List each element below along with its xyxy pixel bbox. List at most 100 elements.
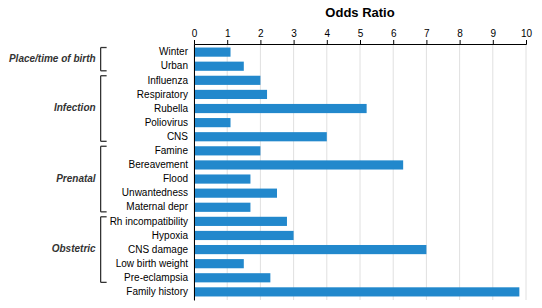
x-tick: 2 bbox=[258, 28, 264, 44]
x-tick: 1 bbox=[225, 28, 231, 44]
x-tick-label: 9 bbox=[491, 28, 497, 39]
bar bbox=[194, 217, 287, 226]
title: Odds Ratio bbox=[325, 5, 394, 20]
bar bbox=[194, 189, 277, 198]
group-bracket bbox=[101, 216, 107, 217]
group-bracket bbox=[101, 47, 107, 48]
x-tick: 6 bbox=[391, 28, 397, 44]
y-tick: Unwantedness bbox=[122, 187, 188, 198]
x-tick-mark bbox=[526, 40, 527, 44]
x-tick-mark bbox=[294, 40, 295, 44]
x-tick-label: 0 bbox=[192, 28, 198, 39]
group-bracket bbox=[100, 48, 101, 71]
y-tick: CNS bbox=[167, 131, 188, 142]
grid-line bbox=[459, 44, 460, 300]
bar bbox=[194, 118, 231, 127]
grid-line bbox=[526, 44, 527, 300]
x-tick-label: 8 bbox=[457, 28, 463, 39]
bar bbox=[194, 160, 403, 169]
bar bbox=[194, 62, 244, 71]
grid bbox=[194, 44, 526, 300]
chart: 0 1 2 3 4 5 6 7 8 9 10 Family history Pre-eclampsia L… bbox=[0, 0, 542, 308]
group-bracket bbox=[100, 146, 101, 212]
group-label: Infection bbox=[54, 102, 96, 113]
y-tick: Maternal depr bbox=[126, 201, 188, 212]
grid-line bbox=[426, 44, 427, 300]
y-tick-label: Influenza bbox=[147, 75, 188, 86]
group-bracket bbox=[101, 141, 107, 142]
y-tick: Winter bbox=[159, 46, 189, 57]
group: Prenatal bbox=[56, 146, 106, 212]
y-tick-label: Flood bbox=[163, 173, 188, 184]
bar bbox=[194, 132, 327, 141]
x-tick-mark bbox=[327, 40, 328, 44]
group-bracket bbox=[101, 282, 107, 283]
x-tick-label: 2 bbox=[258, 28, 264, 39]
y-tick: Rh incompatibility bbox=[110, 216, 188, 227]
grid-line bbox=[194, 44, 195, 300]
y-tick-label: Poliovirus bbox=[145, 117, 188, 128]
x-tick-mark bbox=[360, 40, 361, 44]
group-bracket bbox=[100, 217, 101, 283]
y-tick: Family history bbox=[126, 286, 188, 297]
bars bbox=[194, 48, 519, 297]
group-bracket bbox=[101, 70, 107, 71]
x-tick-mark bbox=[260, 40, 261, 44]
x-tick-label: 5 bbox=[358, 28, 364, 39]
group-bracket bbox=[101, 146, 107, 147]
y-tick-label: Rh incompatibility bbox=[110, 216, 188, 227]
bar bbox=[194, 231, 294, 240]
bar bbox=[194, 76, 260, 85]
y-tick: Famine bbox=[155, 145, 189, 156]
x-tick-label: 7 bbox=[424, 28, 430, 39]
x-tick-label: 1 bbox=[225, 28, 231, 39]
y-tick-label: Low birth weight bbox=[116, 258, 188, 269]
y-tick: Influenza bbox=[147, 75, 188, 86]
x-tick-mark bbox=[194, 40, 195, 44]
group-bracket bbox=[101, 211, 107, 212]
x-tick-label: 10 bbox=[521, 28, 533, 39]
x-tick-label: 6 bbox=[391, 28, 397, 39]
y-tick-label: Maternal depr bbox=[126, 201, 188, 212]
x-tick-mark bbox=[426, 40, 427, 44]
x-tick: 9 bbox=[491, 28, 497, 44]
y-tick-label: Urban bbox=[161, 60, 188, 71]
group: Obstetric bbox=[52, 217, 107, 283]
y-axis: Family history Pre-eclampsia Low birth wei… bbox=[110, 45, 195, 301]
x-tick-label: 3 bbox=[291, 28, 297, 39]
x-tick: 5 bbox=[358, 28, 364, 44]
groups: Place/time of birth Infection Prenatal Obst… bbox=[9, 48, 107, 283]
plot: 0 1 2 3 4 5 6 7 8 9 10 Family history Pre-eclampsia L… bbox=[9, 28, 533, 301]
x-tick: 4 bbox=[325, 28, 331, 44]
bar bbox=[194, 146, 260, 155]
x-tick: 10 bbox=[521, 28, 533, 44]
x-tick-mark bbox=[393, 40, 394, 44]
group: Place/time of birth bbox=[9, 48, 107, 71]
group-label: Prenatal bbox=[56, 173, 96, 184]
bar bbox=[194, 203, 250, 212]
grid-line bbox=[492, 44, 493, 300]
y-tick-label: Rubella bbox=[154, 103, 188, 114]
y-tick: Rubella bbox=[154, 103, 188, 114]
x-axis-line bbox=[195, 40, 527, 45]
x-tick-mark bbox=[227, 40, 228, 44]
grid-line bbox=[293, 44, 294, 300]
grid-line bbox=[360, 44, 361, 300]
bar bbox=[194, 48, 231, 57]
x-tick: 3 bbox=[291, 28, 297, 44]
bar bbox=[194, 259, 244, 268]
y-tick: Pre-eclampsia bbox=[124, 272, 188, 283]
y-tick: Low birth weight bbox=[116, 258, 188, 269]
x-tick-label: 4 bbox=[325, 28, 331, 39]
bar bbox=[194, 287, 519, 296]
bar bbox=[194, 273, 270, 282]
group-bracket bbox=[101, 75, 107, 76]
bar bbox=[194, 104, 367, 113]
y-tick-label: Unwantedness bbox=[122, 187, 188, 198]
y-tick-label: Respiratory bbox=[137, 89, 188, 100]
x-tick: 0 bbox=[192, 28, 198, 44]
y-tick: Poliovirus bbox=[145, 117, 188, 128]
group: Infection bbox=[54, 76, 107, 142]
y-tick-label: Bereavement bbox=[129, 159, 189, 170]
grid-line bbox=[326, 44, 327, 300]
